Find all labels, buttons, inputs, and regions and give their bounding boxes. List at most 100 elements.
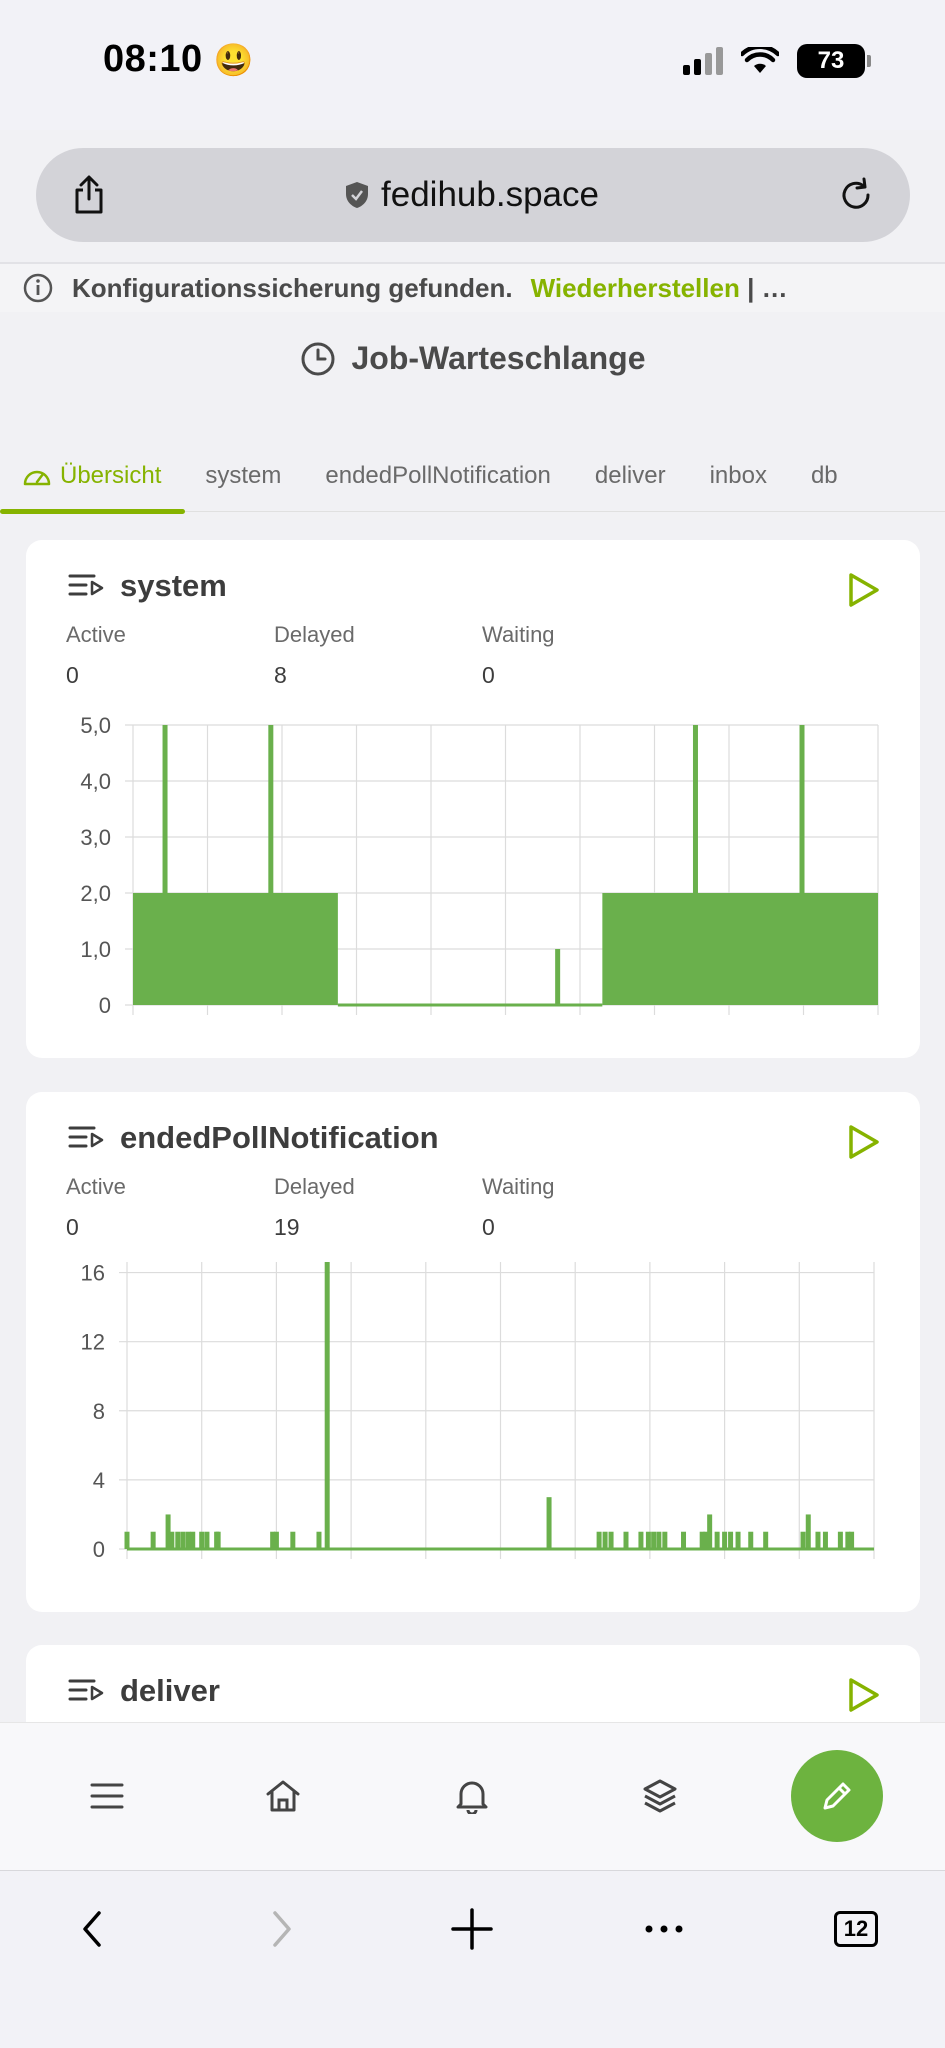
stat-waiting: Waiting 0 (482, 622, 555, 688)
chart-bar (268, 725, 274, 1005)
y-tick-label: 0 (93, 1537, 105, 1562)
chart-bar (692, 725, 698, 1005)
y-tick-label: 3,0 (80, 825, 111, 850)
tab-db[interactable]: db (810, 461, 838, 489)
chevron-right-icon (273, 1911, 291, 1947)
chart-bar (707, 1514, 713, 1549)
queue-tabs: Übersicht system endedPollNotification d… (0, 440, 945, 514)
app-bottom-nav (0, 1722, 945, 1870)
home-button[interactable] (260, 1773, 306, 1819)
clock-icon (301, 342, 334, 375)
tab-inbox[interactable]: inbox (709, 461, 767, 489)
menu-icon (90, 1783, 124, 1809)
queue-chart-system: 0 1,0 2,0 3,0 4,0 5,0 (80, 713, 879, 1018)
tab-overview[interactable]: Übersicht (0, 440, 186, 514)
browser-url-bar[interactable]: fedihub.space (36, 148, 910, 242)
wifi-icon (741, 47, 779, 73)
forward-button[interactable] (262, 1899, 302, 1959)
pencil-icon (823, 1782, 851, 1810)
chart-bar (555, 949, 561, 1005)
tab-endedpollnotification[interactable]: endedPollNotification (325, 461, 551, 489)
url-display[interactable]: fedihub.space (345, 175, 599, 215)
queue-name: deliver (120, 1673, 220, 1708)
chart-bar (316, 1531, 322, 1549)
queue-card-header: endedPollNotification (68, 1120, 439, 1156)
queue-list-icon (68, 1679, 104, 1701)
chart-bar (748, 1531, 754, 1549)
y-tick-label: 1,0 (80, 937, 111, 962)
chart-bar (799, 725, 805, 1005)
chart-bar (805, 1514, 811, 1549)
chart-bar (204, 1531, 210, 1549)
chart-bar (681, 1531, 687, 1549)
chart-bar (273, 1531, 279, 1549)
stat-delayed: Delayed 8 (274, 622, 355, 688)
compose-button[interactable] (791, 1750, 883, 1842)
chart-bar (602, 1531, 608, 1549)
chart-bar (290, 1531, 296, 1549)
chart-bar (763, 1531, 769, 1549)
chevron-left-icon (83, 1911, 101, 1947)
tab-deliver[interactable]: deliver (594, 461, 666, 489)
chart-bar (822, 1531, 828, 1549)
tab-system[interactable]: system (205, 461, 282, 489)
config-backup-banner: Konfigurationssicherung gefunden. Wieder… (0, 262, 945, 312)
y-tick-label: 8 (93, 1399, 105, 1424)
back-button[interactable] (72, 1899, 112, 1959)
chart-bar (728, 1531, 734, 1549)
play-icon[interactable] (846, 572, 880, 608)
play-icon[interactable] (846, 1677, 880, 1713)
chart-bar (722, 1531, 728, 1549)
queue-stats: Active 0 Delayed 19 Waiting 0 (66, 1174, 690, 1241)
chart-bar (180, 1531, 186, 1549)
restore-link[interactable]: Wiederherstellen (530, 272, 740, 303)
stat-delayed: Delayed 19 (274, 1174, 355, 1240)
y-tick-label: 2,0 (80, 881, 111, 906)
chart-bar (162, 725, 168, 1005)
more-button[interactable] (644, 1899, 684, 1959)
chart-bar (699, 1531, 705, 1549)
chart-bar (837, 1531, 843, 1549)
gauge-icon (23, 470, 51, 485)
browser-toolbar: 12 (0, 1870, 945, 2048)
stat-active: Active 0 (66, 1174, 126, 1240)
status-icons: 73 (683, 44, 871, 78)
new-tab-button[interactable] (450, 1899, 494, 1959)
layers-icon (643, 1779, 677, 1813)
chart-bar (651, 1531, 657, 1549)
chart-bar (656, 1531, 662, 1549)
chart-bar (324, 1262, 330, 1549)
chart-bar (185, 1531, 191, 1549)
timeline-switch-button[interactable] (637, 1773, 683, 1819)
ellipsis-icon (645, 1925, 683, 1933)
share-icon[interactable] (72, 175, 106, 215)
chart-bar (270, 1531, 276, 1549)
chart-bar (645, 1531, 651, 1549)
y-tick-label: 5,0 (80, 713, 111, 738)
chart-bar (199, 1531, 205, 1549)
tabs-overview-button[interactable]: 12 (834, 1899, 878, 1959)
menu-button[interactable] (84, 1773, 130, 1819)
chart-bar (815, 1531, 821, 1549)
reload-icon[interactable] (838, 177, 874, 213)
y-tick-label: 0 (99, 993, 111, 1018)
queue-card-header: system (68, 568, 227, 604)
chart-bar (596, 1531, 602, 1549)
chart-bar (546, 1497, 552, 1549)
banner-more[interactable]: | … (747, 272, 788, 303)
info-icon (23, 273, 53, 303)
chart-bar (800, 1531, 806, 1549)
ios-status-bar: 08:10 😃 73 (0, 0, 945, 130)
chart-bar (190, 1531, 196, 1549)
queue-card-endedpollnotification: endedPollNotification Active 0 Delayed 19 … (26, 1092, 920, 1612)
play-icon[interactable] (846, 1124, 880, 1160)
chart-bar (714, 1531, 720, 1549)
queue-card-system: system Active 0 Delayed 8 Waiting 0 0 1,0 2,0… (26, 540, 920, 1058)
notifications-button[interactable] (449, 1773, 495, 1819)
chart-bar (150, 1531, 156, 1549)
chart-bar (735, 1531, 741, 1549)
home-icon (266, 1780, 300, 1812)
status-time: 08:10 😃 (103, 38, 255, 80)
queue-card-header: deliver (68, 1673, 220, 1709)
tab-count-icon: 12 (834, 1911, 878, 1947)
